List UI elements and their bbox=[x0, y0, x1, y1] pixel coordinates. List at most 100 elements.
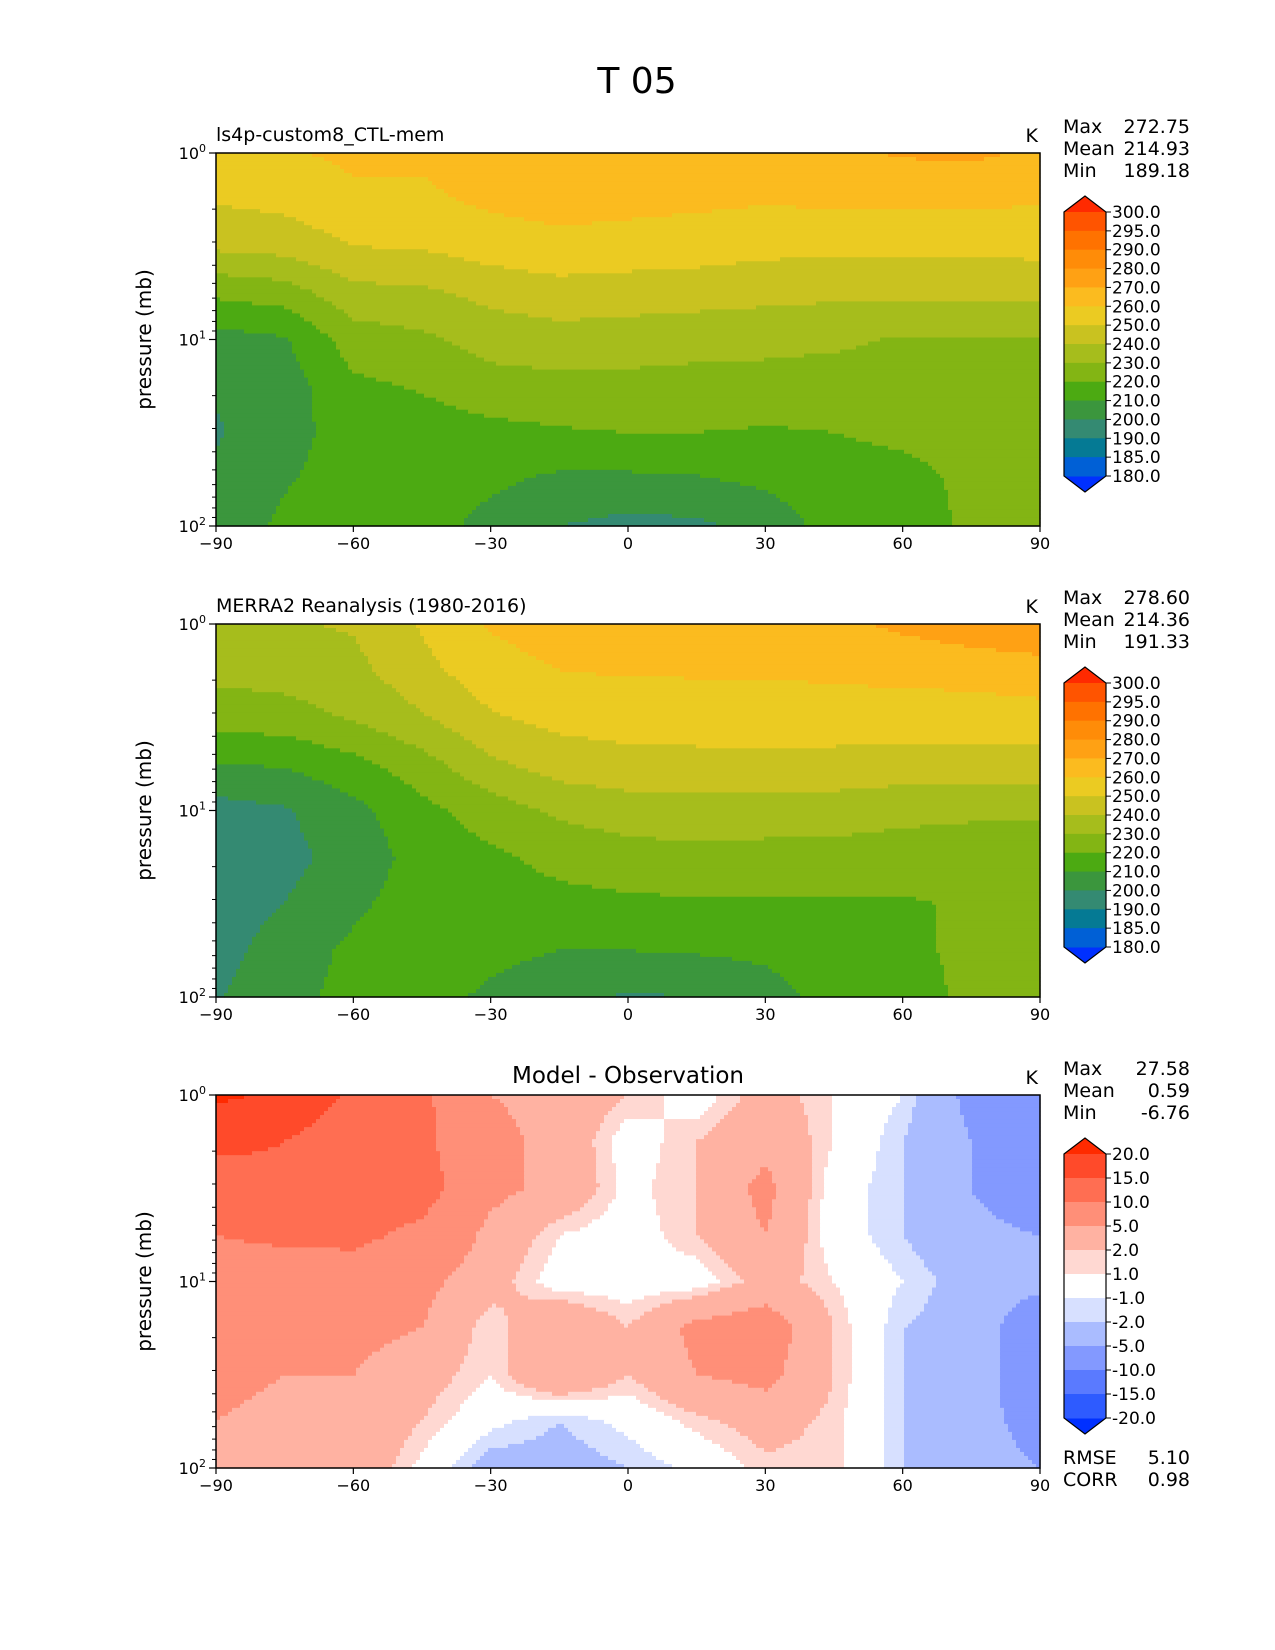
field-cell bbox=[360, 648, 433, 653]
field-cell bbox=[340, 940, 937, 946]
field-cell bbox=[888, 1259, 925, 1265]
field-cell bbox=[216, 361, 301, 367]
field-cell bbox=[924, 1259, 1041, 1265]
field-cell bbox=[524, 1179, 597, 1184]
field-cell bbox=[904, 1211, 993, 1216]
field-cell bbox=[472, 1443, 509, 1449]
field-cell bbox=[216, 1131, 301, 1136]
colorbar-swatch bbox=[1064, 909, 1106, 929]
field-cell bbox=[608, 1311, 645, 1317]
field-cell bbox=[396, 1459, 417, 1465]
field-cell bbox=[388, 732, 461, 737]
field-cell bbox=[528, 1251, 553, 1257]
field-cell bbox=[240, 960, 333, 966]
field-cell bbox=[336, 628, 421, 633]
field-cell bbox=[820, 1227, 869, 1232]
field-cell bbox=[928, 1267, 1041, 1273]
field-cell bbox=[420, 628, 489, 633]
field-cell bbox=[908, 1323, 1001, 1329]
field-cell bbox=[716, 521, 805, 527]
field-cell bbox=[356, 636, 425, 641]
field-cell bbox=[936, 908, 1041, 914]
field-cell bbox=[304, 465, 933, 471]
field-cell bbox=[296, 884, 385, 890]
field-cell bbox=[216, 269, 333, 274]
field-cell bbox=[456, 816, 557, 822]
field-cell bbox=[216, 712, 333, 717]
field-cell bbox=[1000, 1395, 1041, 1401]
field-cell bbox=[568, 521, 717, 527]
colorbar-swatch bbox=[1064, 796, 1106, 816]
field-cell bbox=[216, 329, 245, 335]
field-cell bbox=[952, 517, 1041, 523]
field-cell bbox=[904, 1463, 1037, 1469]
field-cell bbox=[912, 1319, 1005, 1325]
field-cell bbox=[452, 1463, 473, 1469]
field-cell bbox=[216, 756, 365, 761]
field-cell bbox=[500, 636, 921, 641]
colorbar: 300.0295.0290.0280.0270.0260.0250.0240.0… bbox=[1063, 195, 1161, 493]
field-cell bbox=[380, 824, 465, 830]
field-cell bbox=[696, 1155, 813, 1160]
field-cell bbox=[792, 1327, 833, 1333]
field-cell bbox=[732, 1311, 781, 1317]
field-cell bbox=[472, 1247, 529, 1253]
field-cell bbox=[700, 265, 1041, 270]
field-cell bbox=[804, 1103, 833, 1108]
field-cell bbox=[216, 920, 265, 926]
field-cell bbox=[452, 1415, 529, 1421]
field-cell bbox=[312, 397, 437, 403]
field-cell bbox=[832, 1387, 849, 1393]
field-cell bbox=[1000, 1359, 1041, 1365]
field-cell bbox=[468, 1343, 509, 1349]
field-cell bbox=[216, 1223, 405, 1228]
colorbar-swatch bbox=[1064, 720, 1106, 741]
field-cell bbox=[296, 696, 405, 701]
field-cell bbox=[824, 1303, 845, 1309]
colorbar-swatch bbox=[1064, 1202, 1106, 1227]
field-cell bbox=[620, 1299, 633, 1305]
field-cell bbox=[568, 820, 969, 826]
field-cell bbox=[812, 1187, 825, 1192]
field-cell bbox=[804, 1247, 825, 1253]
field-cell bbox=[432, 1095, 493, 1100]
field-cell bbox=[672, 1243, 709, 1249]
field-cell bbox=[304, 868, 389, 874]
field-cell bbox=[904, 1203, 985, 1208]
colorbar-label: 260.0 bbox=[1112, 297, 1161, 317]
field-cell bbox=[328, 1107, 437, 1112]
y-tick-label: 100 bbox=[179, 613, 206, 634]
field-cell bbox=[596, 1131, 617, 1136]
field-cell bbox=[216, 509, 277, 515]
field-cell bbox=[692, 1427, 737, 1433]
field-cell bbox=[772, 1207, 809, 1212]
field-cell bbox=[312, 1123, 437, 1128]
field-cell bbox=[356, 920, 937, 926]
field-cell bbox=[216, 1343, 385, 1349]
field-cell bbox=[280, 501, 481, 507]
field-cell bbox=[852, 1343, 885, 1349]
field-cell bbox=[972, 1139, 1041, 1144]
field-cell bbox=[216, 1211, 429, 1216]
field-cell bbox=[220, 249, 429, 254]
field-cell bbox=[844, 1423, 885, 1429]
field-cell bbox=[216, 1255, 465, 1261]
field-cell bbox=[904, 1423, 1009, 1429]
field-cell bbox=[852, 832, 1041, 838]
field-cell bbox=[884, 1387, 905, 1393]
stat-label: Max bbox=[1063, 116, 1102, 138]
y-tick-label: 102 bbox=[179, 986, 206, 1007]
x-tick-label: 90 bbox=[1030, 1005, 1050, 1024]
field-cell bbox=[316, 421, 541, 427]
field-cell bbox=[820, 1295, 845, 1301]
field-cell bbox=[672, 1415, 709, 1421]
field-cell bbox=[832, 1095, 901, 1100]
colorbar-swatch bbox=[1064, 362, 1106, 383]
field-cell bbox=[416, 704, 489, 709]
field-cell bbox=[508, 1335, 685, 1341]
field-cell bbox=[432, 1099, 501, 1104]
field-cell bbox=[552, 1251, 685, 1257]
field-cell bbox=[500, 489, 769, 495]
field-cell bbox=[968, 820, 1041, 826]
field-cell bbox=[216, 640, 357, 645]
